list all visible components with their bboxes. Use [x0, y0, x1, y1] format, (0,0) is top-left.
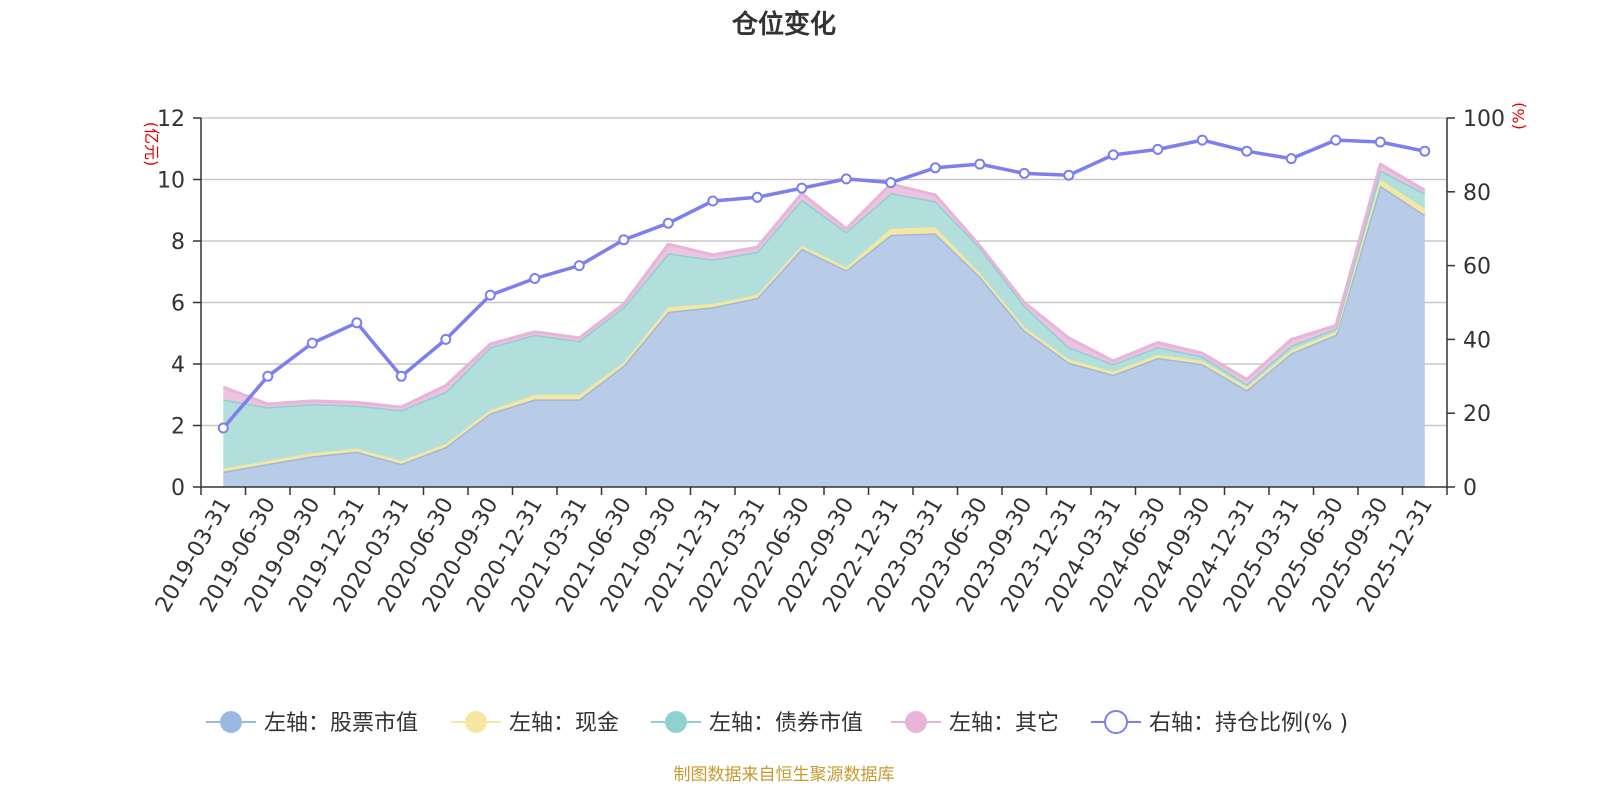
legend-item[interactable]: 左轴：其它	[891, 711, 1059, 736]
ratio-point	[440, 333, 452, 345]
ratio-point	[929, 162, 941, 174]
ratio-point	[1152, 143, 1164, 155]
ratio-point	[529, 273, 541, 284]
ratio-point	[484, 289, 496, 301]
ratio-line-layer	[217, 134, 1431, 434]
right-axis-unit-label: (%)	[1509, 102, 1528, 130]
ratio-point	[262, 370, 274, 382]
ratio-point	[618, 234, 630, 246]
left-axis-tick-label: 4	[171, 353, 185, 378]
ratio-point	[573, 260, 585, 272]
legend-marker	[220, 711, 242, 733]
ratio-point	[306, 337, 318, 349]
area-左轴：债券市值	[223, 170, 1425, 469]
left-axis-tick-label: 10	[157, 169, 185, 194]
ratio-point	[707, 195, 719, 207]
left-axis-unit-label: (亿元)	[142, 122, 161, 167]
right-axis-tick-label: 100	[1463, 107, 1505, 132]
right-axis-tick-label: 60	[1463, 255, 1491, 280]
ratio-point	[662, 217, 674, 229]
ratio-point	[1330, 134, 1342, 146]
legend: 左轴：股票市值 左轴：现金 左轴：债券市值 左轴：其它 右轴：持仓比例(% )	[206, 710, 1348, 736]
right-axis-tick-label: 80	[1463, 181, 1491, 206]
chart-title: 仓位变化	[731, 9, 836, 40]
source-note: 制图数据来自恒生聚源数据库	[674, 765, 895, 785]
ratio-point	[351, 317, 363, 329]
legend-item[interactable]: 左轴：现金	[451, 711, 619, 736]
legend-label: 左轴：现金	[509, 711, 619, 736]
right-axis-tick-label: 20	[1463, 402, 1491, 427]
legend-label: 左轴：其它	[949, 711, 1059, 736]
left-axis-tick-label: 6	[171, 292, 185, 317]
left-axis-tick-label: 0	[171, 476, 185, 501]
legend-marker	[1104, 710, 1128, 734]
legend-item[interactable]: 右轴：持仓比例(% )	[1091, 710, 1348, 736]
left-axis-tick-label: 12	[157, 107, 185, 132]
legend-label: 右轴：持仓比例(% )	[1149, 711, 1348, 736]
legend-marker	[665, 711, 687, 733]
area-左轴：其它	[223, 164, 1425, 411]
ratio-point	[796, 182, 808, 194]
ratio-point	[217, 422, 229, 434]
ratio-point	[885, 177, 897, 189]
ratio-point	[1063, 169, 1075, 181]
ratio-point	[395, 370, 407, 382]
right-axis-tick-label: 0	[1463, 476, 1477, 501]
ratio-line	[221, 138, 1426, 430]
legend-item[interactable]: 左轴：债券市值	[651, 711, 863, 736]
ratio-point	[1196, 134, 1208, 146]
ratio-point	[751, 191, 763, 203]
legend-item[interactable]: 左轴：股票市值	[206, 711, 418, 736]
left-axis-tick-label: 2	[171, 415, 185, 440]
legend-label: 左轴：股票市值	[264, 711, 418, 736]
legend-marker	[905, 711, 927, 733]
area-左轴：股票市值	[223, 185, 1425, 487]
left-axis-tick-label: 8	[171, 230, 185, 255]
legend-marker	[465, 711, 487, 733]
ratio-point	[1419, 145, 1431, 157]
stacked-areas	[222, 162, 1426, 487]
ratio-point	[1285, 153, 1297, 165]
ratio-point	[840, 173, 852, 185]
ratio-point	[1107, 149, 1119, 161]
ratio-point	[1374, 136, 1386, 148]
legend-label: 左轴：债券市值	[709, 711, 863, 736]
right-axis-tick-label: 40	[1463, 328, 1491, 353]
ratio-point	[1241, 145, 1253, 157]
area-edge-左轴：其它	[222, 162, 1426, 409]
ratio-point	[1018, 167, 1030, 179]
ratio-point	[974, 158, 986, 170]
